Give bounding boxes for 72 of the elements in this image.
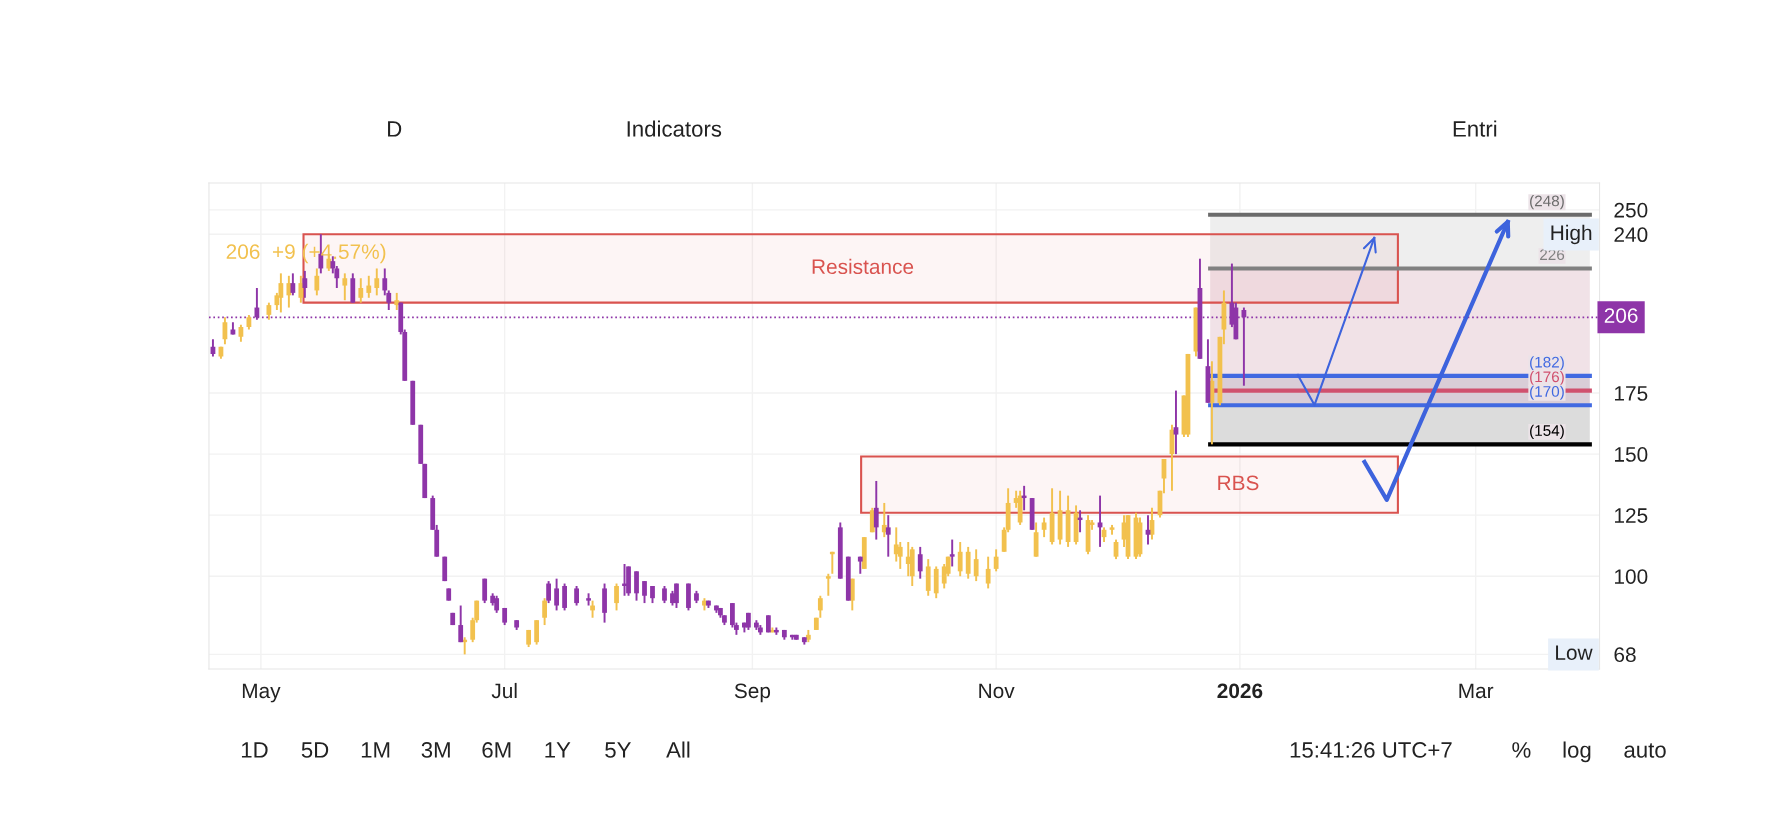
ref-line-label: 206 xyxy=(1604,308,1638,323)
x-tick-label: Sep xyxy=(734,683,771,703)
candlestick xyxy=(917,545,923,580)
text: % xyxy=(1512,742,1531,758)
x-tick-label: Mar xyxy=(1459,683,1494,699)
x-tick-label: May xyxy=(242,683,281,703)
text: log xyxy=(1563,741,1591,763)
candlestick xyxy=(542,597,547,627)
text: 1D xyxy=(241,742,268,758)
y-tick-label: 240 xyxy=(1614,227,1648,243)
ref-line-label: (176) xyxy=(1530,370,1564,386)
annotation: High xyxy=(1551,224,1592,245)
candlestick xyxy=(278,272,284,314)
candlestick xyxy=(458,604,464,644)
ref-line-label: (154) xyxy=(1530,424,1564,439)
candlestick xyxy=(957,541,963,578)
candlestick xyxy=(973,548,979,583)
text: All xyxy=(666,741,690,758)
candlestick xyxy=(674,582,679,609)
x-tick-label: 2026 xyxy=(1217,683,1263,699)
ref-line-label: (182) xyxy=(1530,356,1564,371)
candlestick xyxy=(993,548,999,573)
y-tick-label: 100 xyxy=(1615,569,1648,584)
y-tick-label: 150 xyxy=(1615,447,1648,462)
candlestick xyxy=(825,572,831,597)
ref-line-label: (170) xyxy=(1530,385,1564,400)
candlestick xyxy=(817,594,823,619)
candlestick xyxy=(374,267,380,297)
candlestick xyxy=(965,545,971,580)
candlestick xyxy=(358,277,364,304)
candlestick xyxy=(546,580,551,605)
candlestick xyxy=(298,274,304,304)
candlestick xyxy=(574,585,579,607)
text: 6M xyxy=(482,742,511,758)
candlestick xyxy=(366,274,372,299)
text: 5D xyxy=(301,742,329,758)
candlestick xyxy=(614,582,619,612)
x-tick-label: Jul xyxy=(491,682,517,699)
band-label: RBS xyxy=(1218,475,1259,491)
text: auto xyxy=(1624,743,1666,758)
candlestick xyxy=(642,580,647,605)
y-tick-label: 175 xyxy=(1615,386,1648,401)
y-tick-label: 250 xyxy=(1614,202,1648,218)
candlestick xyxy=(634,570,639,602)
ref-line-label: (248) xyxy=(1530,195,1564,210)
candlestick xyxy=(562,582,567,612)
text: 5Y xyxy=(605,742,631,758)
candlestick xyxy=(302,269,308,299)
text: Entri xyxy=(1453,120,1497,137)
candlestick xyxy=(1041,516,1047,539)
candlestick xyxy=(482,577,488,605)
text: 3M xyxy=(421,742,450,758)
text: 15:41:26 UTC+7 xyxy=(1290,742,1452,758)
annotation: Low xyxy=(1556,645,1593,661)
candlestick xyxy=(985,555,991,590)
candlestick xyxy=(534,619,540,646)
candlestick xyxy=(949,538,955,568)
candlestick xyxy=(873,479,879,541)
y-tick-label: 125 xyxy=(1615,508,1648,523)
text: 1Y xyxy=(545,742,571,758)
candlestick xyxy=(1173,389,1179,456)
candlestick xyxy=(554,577,559,612)
text: D xyxy=(388,121,402,137)
text: Indicators xyxy=(627,120,722,137)
band-label: Resistance xyxy=(812,258,914,275)
y-tick-label: 68 xyxy=(1614,647,1636,663)
text: 1M xyxy=(361,742,390,758)
candlestick xyxy=(290,272,296,297)
candlestick xyxy=(342,272,348,302)
candlestick xyxy=(885,514,891,558)
x-tick-label: Nov xyxy=(979,683,1015,699)
candlestick xyxy=(314,267,320,297)
